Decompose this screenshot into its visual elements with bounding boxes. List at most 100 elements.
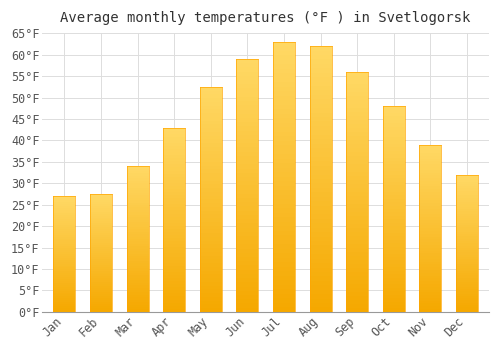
Bar [456, 305, 478, 307]
Bar [126, 186, 148, 188]
Bar [236, 177, 258, 181]
Bar [126, 198, 148, 200]
Bar [126, 283, 148, 285]
Bar [310, 148, 332, 152]
Bar [236, 228, 258, 232]
Bar [200, 263, 222, 267]
Bar [383, 288, 404, 291]
Bar [383, 171, 404, 175]
Bar [456, 177, 478, 179]
Bar [200, 173, 222, 177]
Bar [310, 152, 332, 157]
Bar [346, 240, 368, 244]
Bar [383, 295, 404, 298]
Bar [163, 220, 185, 223]
Bar [420, 167, 442, 170]
Bar [456, 195, 478, 197]
Bar [200, 143, 222, 147]
Bar [126, 166, 148, 168]
Bar [310, 188, 332, 192]
Bar [163, 309, 185, 312]
Bar [200, 87, 222, 91]
Bar [346, 288, 368, 292]
Bar [346, 264, 368, 268]
Bar [383, 247, 404, 250]
Bar [90, 212, 112, 214]
Bar [346, 80, 368, 84]
Bar [200, 132, 222, 135]
Bar [54, 275, 76, 277]
Bar [236, 308, 258, 312]
Bar [346, 88, 368, 92]
Bar [310, 121, 332, 126]
Bar [236, 219, 258, 223]
Bar [456, 261, 478, 264]
Bar [236, 299, 258, 303]
Bar [236, 101, 258, 105]
Bar [236, 164, 258, 168]
Bar [200, 293, 222, 297]
Bar [273, 127, 295, 132]
Bar [54, 310, 76, 312]
Bar [456, 257, 478, 259]
Bar [273, 105, 295, 109]
Bar [163, 192, 185, 195]
Bar [383, 192, 404, 195]
Bar [420, 281, 442, 284]
Bar [420, 231, 442, 234]
Bar [54, 208, 76, 210]
Bar [54, 304, 76, 306]
Bar [163, 177, 185, 180]
Bar [126, 171, 148, 173]
Bar [310, 307, 332, 312]
Bar [273, 217, 295, 222]
Bar [126, 193, 148, 195]
Bar [346, 236, 368, 240]
Bar [163, 152, 185, 155]
Bar [54, 271, 76, 273]
Bar [163, 223, 185, 226]
Bar [420, 184, 442, 187]
Bar [54, 227, 76, 229]
Bar [200, 162, 222, 166]
Bar [420, 178, 442, 181]
Bar [456, 309, 478, 312]
Bar [420, 228, 442, 231]
Bar [200, 278, 222, 282]
Bar [90, 265, 112, 267]
Bar [126, 173, 148, 176]
Bar [200, 244, 222, 248]
Bar [54, 273, 76, 275]
Bar [383, 205, 404, 209]
Bar [90, 271, 112, 273]
Bar [163, 161, 185, 164]
Bar [200, 147, 222, 150]
Bar [273, 199, 295, 204]
Bar [420, 234, 442, 237]
Bar [456, 307, 478, 309]
Bar [310, 139, 332, 144]
Bar [273, 181, 295, 186]
Bar [236, 211, 258, 215]
Bar [383, 158, 404, 161]
Bar [54, 256, 76, 258]
Bar [236, 147, 258, 152]
Bar [126, 205, 148, 207]
Bar [383, 298, 404, 301]
Bar [126, 246, 148, 248]
Bar [236, 97, 258, 101]
Bar [90, 204, 112, 206]
Bar [456, 282, 478, 284]
Bar [200, 124, 222, 128]
Bar [200, 240, 222, 244]
Bar [236, 240, 258, 244]
Bar [200, 117, 222, 120]
Bar [273, 294, 295, 298]
Bar [200, 128, 222, 132]
Bar [54, 198, 76, 200]
Bar [420, 192, 442, 195]
Bar [90, 239, 112, 241]
Bar [346, 260, 368, 264]
Bar [90, 200, 112, 202]
Bar [90, 198, 112, 200]
